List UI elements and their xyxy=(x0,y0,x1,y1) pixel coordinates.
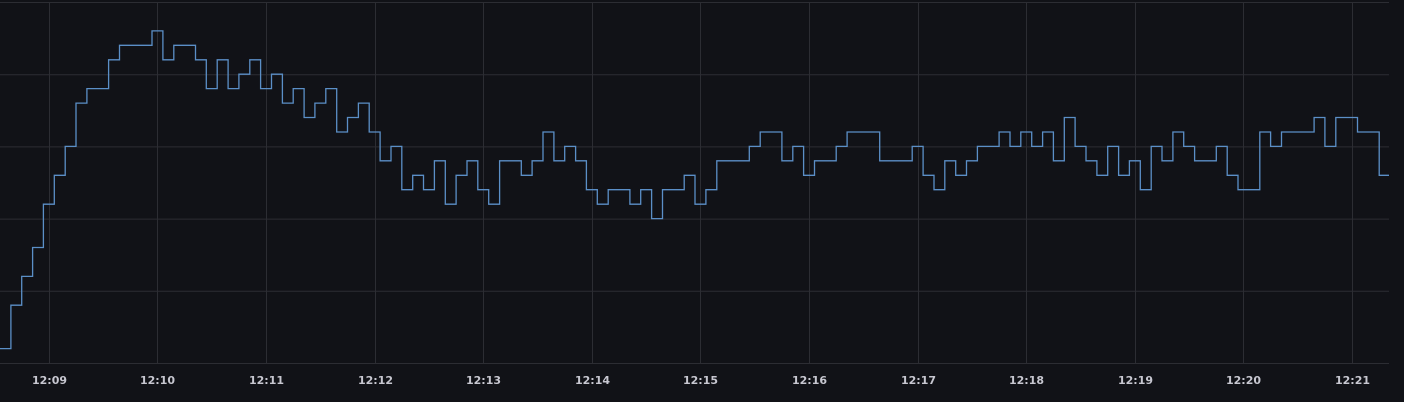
x-tick-label: 12:19 xyxy=(1118,374,1153,387)
x-tick-label: 12:12 xyxy=(358,374,393,387)
x-tick-label: 12:18 xyxy=(1009,374,1044,387)
x-tick-label: 12:11 xyxy=(249,374,284,387)
x-tick-label: 12:21 xyxy=(1335,374,1370,387)
series-line xyxy=(0,30,1389,350)
x-tick-label: 12:13 xyxy=(466,374,501,387)
x-tick-label: 12:17 xyxy=(901,374,936,387)
x-tick-label: 12:15 xyxy=(683,374,718,387)
x-tick-label: 12:09 xyxy=(32,374,67,387)
x-tick-label: 12:20 xyxy=(1226,374,1261,387)
x-tick-label: 12:16 xyxy=(792,374,827,387)
x-tick-label: 12:14 xyxy=(575,374,610,387)
x-tick-label: 12:10 xyxy=(140,374,175,387)
